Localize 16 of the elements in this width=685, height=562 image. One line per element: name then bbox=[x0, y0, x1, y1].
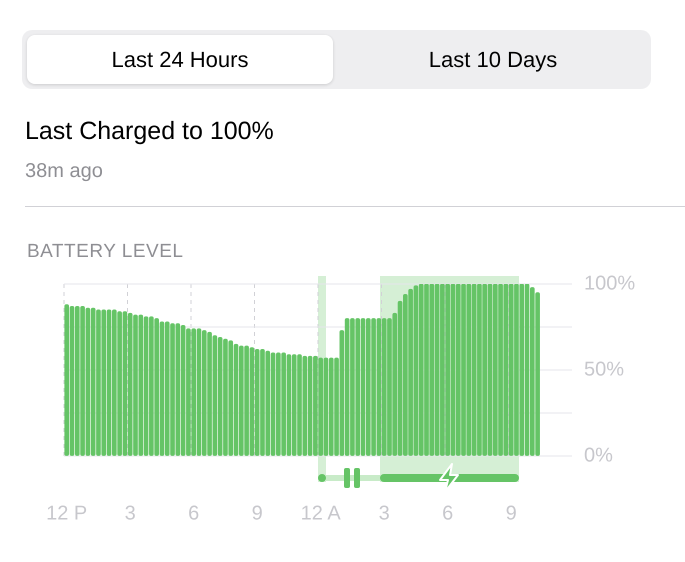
chart-subtitle: 38m ago bbox=[25, 160, 103, 183]
text: Last 24 Hours bbox=[27, 35, 333, 84]
x-tick-label: 3 bbox=[378, 502, 390, 525]
x-tick-label: 6 bbox=[442, 502, 454, 525]
y-tick-label: 50% bbox=[584, 358, 624, 381]
y-tick-label: 0% bbox=[584, 444, 614, 467]
chart-title: Last Charged to 100% bbox=[25, 117, 274, 146]
y-tick-label: 100% bbox=[584, 272, 636, 295]
x-tick-label: 6 bbox=[188, 502, 200, 525]
x-tick-label: 12 P bbox=[46, 502, 88, 525]
x-tick-label: 3 bbox=[124, 502, 136, 525]
x-tick-label: 9 bbox=[506, 502, 517, 525]
text: Last 10 Days bbox=[428, 46, 558, 74]
text: BATTERY LEVEL bbox=[27, 241, 184, 263]
x-tick-label: 9 bbox=[252, 502, 263, 525]
x-tick-label: 12 A bbox=[300, 502, 342, 525]
